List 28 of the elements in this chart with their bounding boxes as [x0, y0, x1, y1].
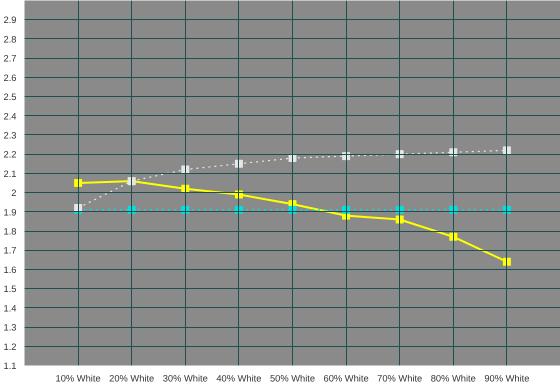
y-tick-label: 1.3	[4, 322, 16, 333]
y-tick-label: 1.9	[4, 207, 16, 218]
x-tick-label: 90% White	[484, 374, 530, 384]
y-tick-label: 2.1	[4, 168, 16, 179]
y-tick-label: 1.6	[4, 264, 16, 275]
y-tick-label: 2	[11, 188, 17, 198]
y-tick-label: 2.4	[4, 111, 16, 122]
x-tick-label: 70% White	[377, 374, 422, 384]
y-tick-label: 1.1	[4, 361, 16, 371]
y-tick-label: 1.8	[4, 226, 16, 237]
y-tick-label: 1.5	[4, 284, 16, 294]
x-tick-label: 80% White	[430, 374, 476, 384]
y-tick-label: 2.5	[4, 92, 16, 102]
x-tick-label: 10% White	[56, 374, 101, 384]
x-tick-label: 60% White	[324, 374, 369, 384]
y-tick-label: 1.7	[4, 246, 16, 256]
x-tick-label: 20% White	[109, 374, 154, 384]
y-tick-label: 1.4	[4, 303, 16, 314]
y-tick-label: 2.8	[4, 34, 16, 44]
y-tick-label: 2.3	[4, 130, 16, 140]
x-tick-label: 50% White	[270, 374, 316, 384]
y-tick-label: 2.6	[4, 72, 16, 83]
y-tick-label: 2.7	[4, 54, 16, 64]
x-tick-label: 40% White	[216, 374, 262, 384]
y-tick-label: 1.2	[4, 342, 16, 352]
x-tick-label: 30% White	[162, 374, 208, 384]
y-tick-label: 2.2	[4, 150, 16, 160]
y-tick-label: 2.9	[4, 15, 16, 26]
